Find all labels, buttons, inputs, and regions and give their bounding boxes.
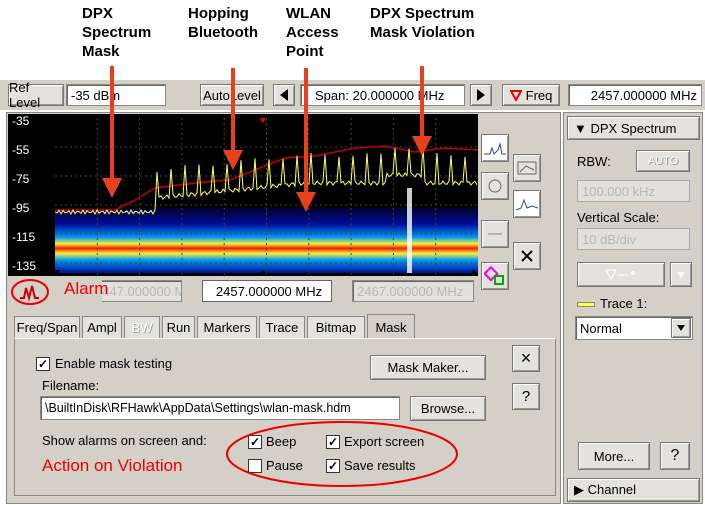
freq-center-field[interactable]: 2457.000000 MHz bbox=[202, 280, 332, 302]
wlan-spike bbox=[407, 188, 412, 273]
annotation-line: Point bbox=[286, 42, 339, 61]
y-label: -55 bbox=[12, 143, 54, 157]
marker-button bbox=[577, 262, 665, 287]
freq-button[interactable]: Freq bbox=[502, 84, 560, 106]
span-down-button[interactable] bbox=[273, 84, 295, 106]
freq-label: Freq bbox=[526, 88, 553, 103]
annotation-line: WLAN bbox=[286, 4, 339, 23]
tab[interactable]: Trace bbox=[259, 316, 305, 338]
enable-label: Enable mask testing bbox=[55, 356, 172, 371]
show-alarms-label: Show alarms on screen and: bbox=[42, 433, 207, 448]
checkbox-checked[interactable]: ✓ bbox=[326, 435, 340, 449]
ref-level-button[interactable]: Ref Level bbox=[8, 84, 64, 106]
tab-active[interactable]: Mask bbox=[367, 314, 415, 339]
checkbox[interactable] bbox=[248, 459, 262, 473]
trace-swatch bbox=[577, 302, 595, 307]
channel-header[interactable]: ▶ Channel bbox=[567, 478, 700, 502]
export-label: Export screen bbox=[344, 434, 424, 449]
browse-button[interactable]: Browse... bbox=[410, 396, 486, 421]
icon-button[interactable] bbox=[513, 190, 541, 218]
screen: DPXSpectrumMask HoppingBluetooth WLANAcc… bbox=[0, 0, 705, 505]
annotation-line: Mask bbox=[82, 42, 151, 61]
y-label: -75 bbox=[12, 172, 54, 186]
action-label: Action on Violation bbox=[42, 456, 183, 476]
tab[interactable]: Run bbox=[162, 316, 195, 338]
y-label: -95 bbox=[12, 201, 54, 215]
auto-button[interactable]: AUTO bbox=[636, 150, 690, 172]
autolevel-button[interactable]: AutoLevel bbox=[200, 84, 264, 106]
icon-button[interactable] bbox=[481, 172, 509, 200]
ref-level-field[interactable]: -35 dBm bbox=[66, 84, 166, 106]
close-display-button[interactable] bbox=[513, 242, 541, 270]
tab[interactable]: Bitmap bbox=[307, 316, 365, 338]
dropdown-button bbox=[670, 262, 692, 287]
freq-right-field: 2467.000000 MHz bbox=[352, 280, 474, 302]
tab[interactable]: Ampl bbox=[82, 316, 122, 338]
y-label: -135 bbox=[12, 259, 54, 273]
center-marker bbox=[260, 118, 266, 123]
help-button[interactable]: ? bbox=[512, 383, 540, 410]
trace-label: Trace 1: bbox=[600, 296, 647, 311]
icon-button[interactable] bbox=[481, 134, 509, 162]
annotation-line: Hopping bbox=[188, 4, 258, 23]
annotation-line: Spectrum bbox=[82, 23, 151, 42]
vscale-label: Vertical Scale: bbox=[577, 210, 659, 225]
help-button[interactable]: ? bbox=[660, 442, 690, 470]
y-label: -115 bbox=[12, 230, 54, 244]
span-up-button[interactable] bbox=[470, 84, 492, 106]
icon-button[interactable] bbox=[513, 154, 541, 182]
close-button[interactable]: × bbox=[512, 345, 540, 372]
select-arrow[interactable] bbox=[671, 318, 691, 338]
save-label: Save results bbox=[344, 458, 416, 473]
checkbox-checked[interactable]: ✓ bbox=[36, 357, 50, 371]
icon-button[interactable] bbox=[481, 262, 509, 290]
pause-label: Pause bbox=[266, 458, 303, 473]
icon-button[interactable] bbox=[481, 220, 509, 248]
rbw-field: 100.000 kHz bbox=[577, 180, 690, 202]
checkbox-checked[interactable]: ✓ bbox=[248, 435, 262, 449]
freq-icon bbox=[510, 90, 522, 101]
filename-label: Filename: bbox=[42, 378, 99, 393]
annotation-line: DPX Spectrum bbox=[370, 4, 475, 23]
filename-field[interactable]: \BuiltInDisk\RFHawk\AppData\Settings\wla… bbox=[40, 396, 400, 420]
span-field[interactable]: Span: 20.000000 MHz bbox=[300, 84, 465, 106]
annotation-line: Bluetooth bbox=[188, 23, 258, 42]
arrow-icon bbox=[476, 89, 486, 101]
alarm-label: Alarm bbox=[64, 279, 108, 299]
y-label: -35 bbox=[12, 114, 54, 128]
sidebar-header[interactable]: ▼ DPX Spectrum bbox=[567, 116, 700, 140]
more-button[interactable]: More... bbox=[578, 442, 650, 470]
beep-label: Beep bbox=[266, 434, 296, 449]
checkbox-checked[interactable]: ✓ bbox=[326, 459, 340, 473]
spectrum-display bbox=[55, 118, 478, 275]
tab[interactable]: Markers bbox=[197, 316, 257, 338]
tab[interactable]: Freq/Span bbox=[14, 316, 80, 338]
tab: BW bbox=[124, 316, 160, 338]
annotation-line: Access bbox=[286, 23, 339, 42]
rbw-label: RBW: bbox=[577, 154, 611, 169]
arrow-icon bbox=[279, 89, 289, 101]
annotation-line: Mask Violation bbox=[370, 23, 475, 42]
mask-maker-button[interactable]: Mask Maker... bbox=[370, 355, 486, 380]
markers bbox=[50, 266, 480, 278]
freq-field[interactable]: 2457.000000 MHz bbox=[568, 84, 702, 106]
annotation-line: DPX bbox=[82, 4, 151, 23]
vscale-field: 10 dB/div bbox=[577, 228, 690, 250]
alarm-icon bbox=[8, 278, 52, 306]
